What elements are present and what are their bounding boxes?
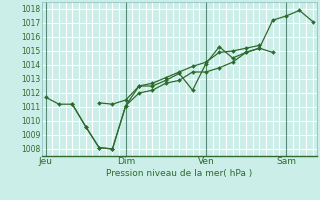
X-axis label: Pression niveau de la mer( hPa ): Pression niveau de la mer( hPa ) <box>106 169 252 178</box>
